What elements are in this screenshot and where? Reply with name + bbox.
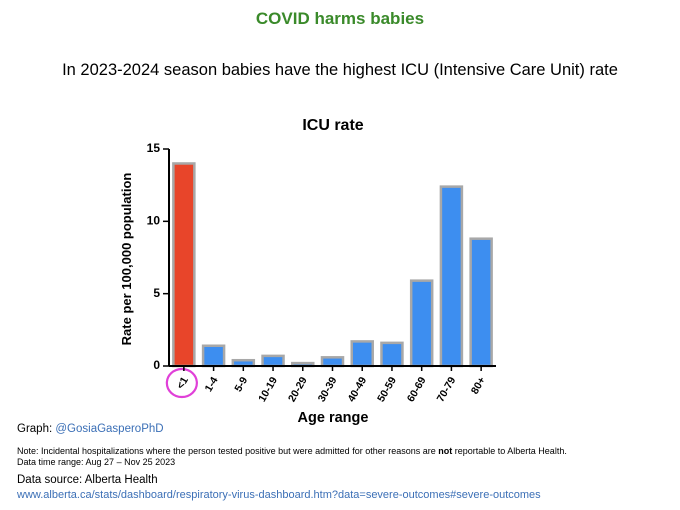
y-axis-label: Rate per 100,000 population	[119, 173, 134, 346]
highlight-group	[165, 367, 198, 399]
y-tick-label: 0	[153, 358, 160, 372]
graph-credit-label: Graph:	[17, 423, 53, 435]
headline: COVID harms babies	[255, 9, 425, 28]
x-tick-label: 60-69	[405, 375, 429, 404]
x-tick-label: <1	[174, 375, 190, 392]
x-tick-label: 10-19	[256, 375, 280, 404]
y-tick-label: 10	[147, 214, 161, 228]
x-tick-label: 70-79	[435, 375, 459, 404]
bar-50-59	[380, 341, 404, 368]
bar-30-39	[320, 356, 345, 368]
graph-credit: Graph: @GosiaGasperoPhD	[17, 423, 164, 435]
y-tick-label: 15	[147, 141, 161, 155]
bar-80+	[469, 237, 493, 368]
x-axis-label: Age range	[298, 410, 369, 426]
date-range: Data time range: Aug 27 – Nov 25 2023	[17, 457, 176, 467]
bar-1-4	[201, 344, 226, 368]
icu-rate-chart: ICU rate 0 5 10 15 <1 1-4 5-9 10-19 20-29 30-39 4…	[119, 117, 496, 426]
y-tick-label: 5	[153, 286, 160, 300]
chart-title: ICU rate	[302, 117, 363, 134]
note-emphasis: not	[438, 446, 453, 456]
x-tick-label: 80+	[469, 375, 488, 396]
bar-<1	[172, 162, 196, 368]
x-tick-label: 20-29	[286, 375, 310, 404]
bar-60-69	[409, 279, 434, 368]
note-prefix: Note: Incidental hospitalizations where …	[17, 446, 439, 456]
x-tick-label: 1-4	[203, 375, 221, 394]
graph-credit-handle[interactable]: @GosiaGasperoPhD	[55, 423, 164, 435]
bar-70-79	[439, 185, 464, 368]
note: Note: Incidental hospitalizations where …	[17, 446, 567, 457]
y-ticks-group: 0 5 10 15	[147, 141, 169, 372]
bar-40-49	[350, 340, 374, 368]
note-suffix: reportable to Alberta Health.	[452, 446, 567, 456]
highlight-circle	[165, 367, 198, 399]
bars-group	[172, 162, 493, 368]
x-tick-label: 50-59	[375, 375, 399, 404]
x-tick-label: 30-39	[316, 375, 340, 404]
source-url[interactable]: www.alberta.ca/stats/dashboard/respirato…	[17, 489, 541, 501]
source-label: Data source: Alberta Health	[17, 474, 158, 486]
x-tick-label: 5-9	[232, 375, 250, 394]
x-ticks-group: <1 1-4 5-9 10-19 20-29 30-39 40-49 50-59 60-69 70…	[174, 366, 488, 404]
subtitle: In 2023-2024 season babies have the high…	[62, 61, 618, 79]
x-tick-label: 40-49	[345, 375, 369, 404]
bar-10-19	[261, 354, 285, 368]
